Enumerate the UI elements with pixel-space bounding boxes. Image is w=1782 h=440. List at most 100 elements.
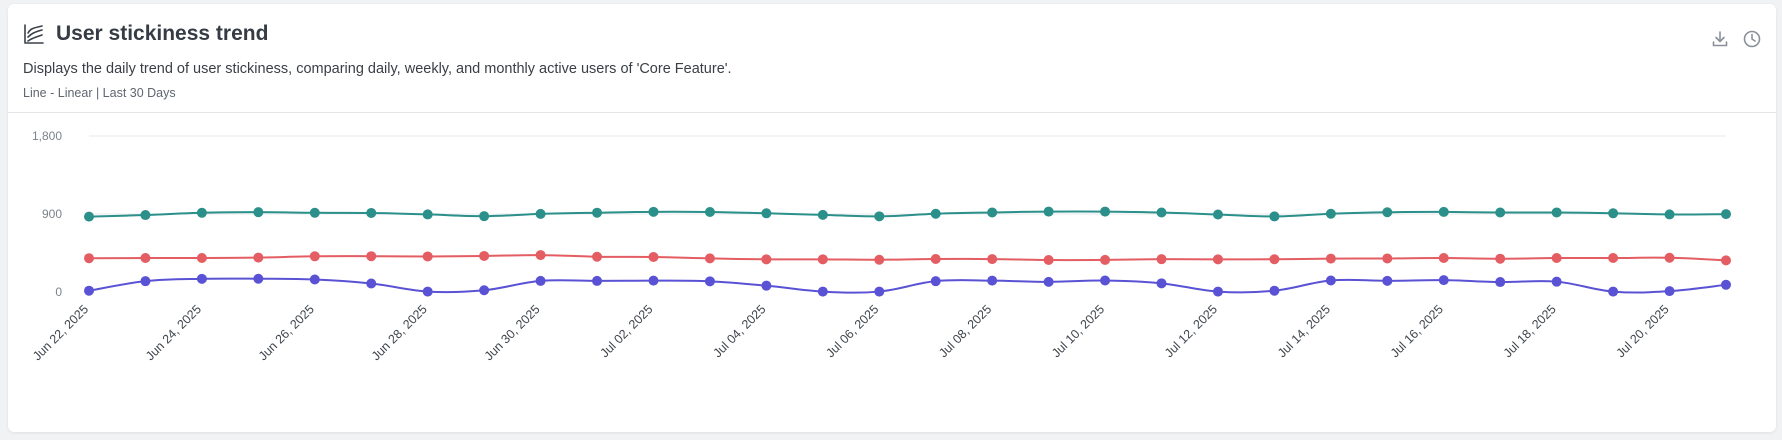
data-point[interactable]	[253, 252, 264, 263]
data-point[interactable]	[874, 286, 885, 297]
data-point[interactable]	[1100, 206, 1111, 217]
data-point[interactable]	[817, 254, 828, 265]
data-point[interactable]	[1438, 253, 1449, 264]
data-point[interactable]	[309, 207, 320, 218]
data-point[interactable]	[704, 207, 715, 218]
data-point[interactable]	[422, 251, 433, 262]
data-point[interactable]	[535, 250, 546, 261]
data-point[interactable]	[309, 274, 320, 285]
data-point[interactable]	[1043, 206, 1054, 217]
data-point[interactable]	[1721, 255, 1731, 266]
x-tick-label: Jul 02, 2025	[598, 302, 656, 360]
data-point[interactable]	[1043, 255, 1054, 266]
data-point[interactable]	[479, 211, 490, 222]
data-point[interactable]	[140, 276, 151, 287]
data-point[interactable]	[366, 278, 377, 289]
data-point[interactable]	[84, 211, 94, 222]
data-point[interactable]	[1664, 286, 1675, 297]
y-tick-label: 900	[42, 207, 62, 221]
data-point[interactable]	[535, 208, 546, 219]
data-point[interactable]	[987, 275, 998, 286]
data-point[interactable]	[1551, 276, 1562, 287]
data-point[interactable]	[1212, 254, 1223, 265]
data-point[interactable]	[761, 208, 772, 219]
data-point[interactable]	[1382, 207, 1393, 218]
data-point[interactable]	[1325, 208, 1336, 219]
data-point[interactable]	[422, 286, 433, 297]
data-point[interactable]	[1495, 277, 1506, 288]
widget-actions	[1710, 29, 1762, 49]
data-point[interactable]	[1495, 207, 1506, 218]
widget-title: User stickiness trend	[56, 22, 269, 45]
data-point[interactable]	[1156, 278, 1167, 289]
x-tick-label: Jun 28, 2025	[369, 302, 430, 363]
data-point[interactable]	[1382, 275, 1393, 286]
data-point[interactable]	[196, 207, 207, 218]
data-point[interactable]	[1438, 275, 1449, 286]
data-point[interactable]	[1269, 285, 1280, 296]
data-point[interactable]	[704, 276, 715, 287]
data-point[interactable]	[1100, 254, 1111, 265]
data-point[interactable]	[1212, 286, 1223, 297]
data-point[interactable]	[1156, 207, 1167, 218]
data-point[interactable]	[422, 209, 433, 220]
data-point[interactable]	[1382, 253, 1393, 264]
data-point[interactable]	[535, 275, 546, 286]
data-point[interactable]	[253, 207, 264, 218]
data-point[interactable]	[704, 253, 715, 264]
data-point[interactable]	[592, 251, 603, 262]
data-point[interactable]	[817, 209, 828, 220]
data-point[interactable]	[1325, 275, 1336, 286]
data-point[interactable]	[648, 275, 659, 286]
data-point[interactable]	[1721, 209, 1731, 220]
data-point[interactable]	[761, 280, 772, 291]
data-point[interactable]	[479, 285, 490, 296]
data-point[interactable]	[592, 275, 603, 286]
data-point[interactable]	[874, 211, 885, 222]
data-point[interactable]	[648, 206, 659, 217]
data-point[interactable]	[1100, 275, 1111, 286]
data-point[interactable]	[1664, 252, 1675, 263]
data-point[interactable]	[1664, 209, 1675, 220]
data-point[interactable]	[987, 207, 998, 218]
data-point[interactable]	[987, 254, 998, 265]
data-point[interactable]	[592, 207, 603, 218]
data-point[interactable]	[1269, 211, 1280, 222]
data-point[interactable]	[1608, 286, 1619, 297]
data-point[interactable]	[1721, 279, 1731, 290]
x-tick-label: Jun 22, 2025	[30, 302, 91, 363]
download-icon[interactable]	[1710, 29, 1730, 49]
data-point[interactable]	[1608, 208, 1619, 219]
data-point[interactable]	[648, 251, 659, 262]
data-point[interactable]	[140, 210, 151, 221]
data-point[interactable]	[196, 253, 207, 264]
x-tick-label: Jun 26, 2025	[256, 302, 317, 363]
data-point[interactable]	[479, 250, 490, 261]
data-point[interactable]	[1495, 253, 1506, 264]
data-point[interactable]	[84, 285, 94, 296]
data-point[interactable]	[366, 207, 377, 218]
data-point[interactable]	[1608, 253, 1619, 264]
data-point[interactable]	[140, 253, 151, 264]
data-point[interactable]	[930, 276, 941, 287]
data-point[interactable]	[817, 286, 828, 297]
data-point[interactable]	[874, 254, 885, 265]
data-point[interactable]	[930, 208, 941, 219]
data-point[interactable]	[761, 254, 772, 265]
data-point[interactable]	[1438, 206, 1449, 217]
data-point[interactable]	[1212, 209, 1223, 220]
data-point[interactable]	[930, 253, 941, 264]
data-point[interactable]	[309, 251, 320, 262]
data-point[interactable]	[1325, 253, 1336, 264]
data-point[interactable]	[84, 253, 94, 264]
clock-icon[interactable]	[1742, 29, 1762, 49]
data-point[interactable]	[253, 273, 264, 284]
data-point[interactable]	[366, 251, 377, 262]
data-point[interactable]	[1269, 254, 1280, 265]
data-point[interactable]	[1043, 276, 1054, 287]
data-point[interactable]	[196, 273, 207, 284]
y-tick-label: 0	[55, 285, 62, 299]
data-point[interactable]	[1551, 253, 1562, 264]
data-point[interactable]	[1156, 254, 1167, 265]
data-point[interactable]	[1551, 207, 1562, 218]
